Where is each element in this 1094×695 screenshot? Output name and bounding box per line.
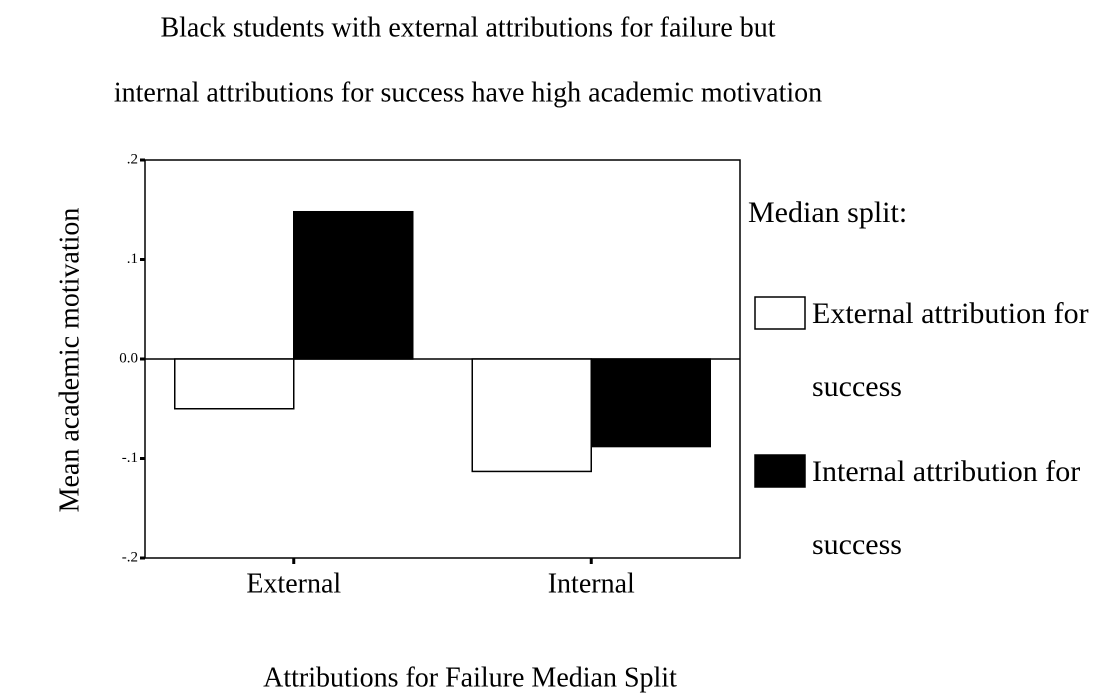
x-axis-label: Attributions for Failure Median Split [263, 662, 677, 693]
y-tick-label: -.1 [122, 450, 138, 466]
y-tick-label: .1 [127, 251, 138, 267]
y-tick-label: -.2 [122, 549, 138, 565]
legend-swatch [754, 296, 806, 330]
bar [590, 358, 711, 448]
legend-swatch [754, 454, 806, 488]
bar [471, 358, 592, 473]
legend-label: Internal attribution for success [812, 454, 1081, 561]
legend-label: External attribution for success [812, 296, 1089, 403]
bar [293, 210, 414, 360]
chart-title: internal attributions for success have h… [114, 77, 822, 108]
legend-title: Median split: [748, 196, 907, 229]
x-tick-label: Internal [548, 568, 635, 599]
x-tick-label: External [246, 568, 341, 599]
y-axis-label: Mean academic motivation [54, 208, 85, 513]
y-tick-label: .2 [127, 151, 138, 167]
chart-title: Black students with external attribution… [160, 12, 775, 43]
y-tick-label: 0.0 [119, 350, 138, 366]
bar [174, 358, 295, 410]
